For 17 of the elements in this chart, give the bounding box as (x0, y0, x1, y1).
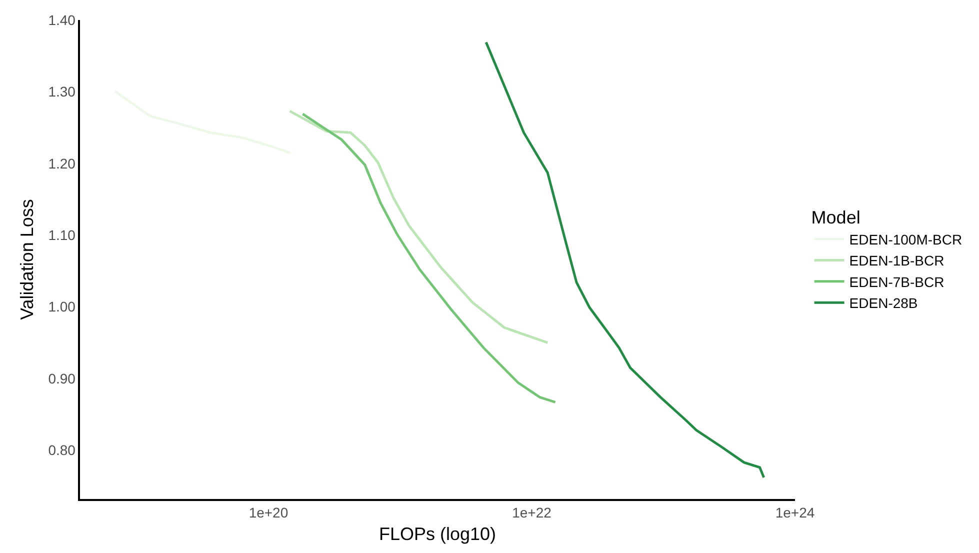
y-tick-label: 1.30 (48, 84, 76, 100)
x-tick-label: 1e+24 (775, 504, 815, 521)
y-axis-title: Validation Loss (16, 199, 37, 320)
y-tick-label: 0.90 (48, 370, 76, 386)
y-tick-label: 1.00 (48, 298, 76, 315)
legend-label: EDEN-1B-BCR (849, 252, 944, 269)
legend-label: EDEN-100M-BCR (849, 231, 962, 248)
y-tick-label: 1.10 (48, 227, 76, 244)
x-tick-label: 1e+20 (248, 504, 288, 521)
x-axis-title: FLOPs (log10) (378, 524, 496, 544)
y-tick-label: 0.80 (48, 442, 76, 458)
y-tick-label: 1.20 (48, 155, 76, 172)
x-tick-label: 1e+22 (512, 504, 552, 521)
legend-label: EDEN-7B-BCR (849, 274, 944, 290)
legend-label: EDEN-28B (849, 295, 918, 312)
legend-title: Model (811, 207, 860, 228)
y-tick-label: 1.40 (48, 12, 76, 28)
